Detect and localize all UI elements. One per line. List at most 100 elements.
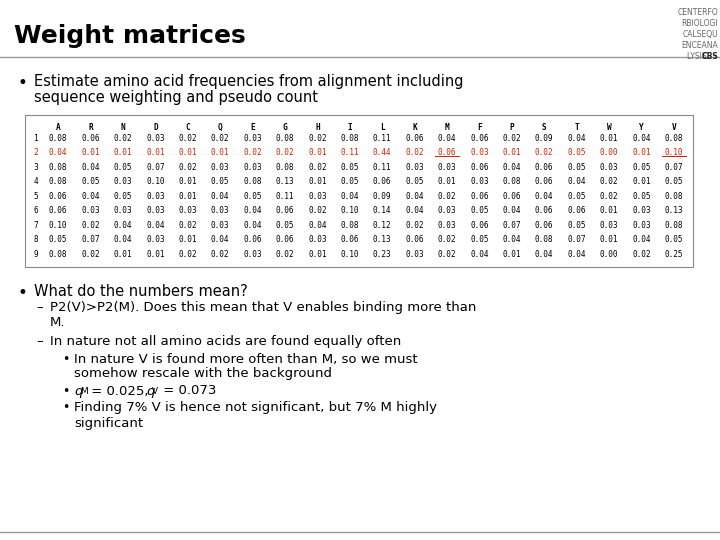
Text: 0.02: 0.02	[81, 221, 100, 230]
Text: 0.04: 0.04	[308, 221, 327, 230]
Text: 5: 5	[33, 192, 38, 201]
Text: 0.02: 0.02	[600, 177, 618, 186]
Text: 0.02: 0.02	[535, 148, 554, 157]
Text: 0.10: 0.10	[341, 206, 359, 215]
Text: 0.05: 0.05	[665, 235, 683, 244]
Text: 0.08: 0.08	[276, 163, 294, 172]
Text: 0.03: 0.03	[146, 192, 165, 201]
Text: 0.04: 0.04	[470, 249, 489, 259]
Text: significant: significant	[74, 416, 143, 429]
Text: 8: 8	[33, 235, 38, 244]
Text: 0.03: 0.03	[632, 206, 651, 215]
Text: 0.07: 0.07	[81, 235, 100, 244]
Text: 0.06: 0.06	[243, 235, 262, 244]
Text: 0.01: 0.01	[503, 249, 521, 259]
Text: 0.01: 0.01	[632, 148, 651, 157]
Text: H: H	[315, 123, 320, 132]
Text: 0.03: 0.03	[600, 221, 618, 230]
Text: 0.01: 0.01	[632, 177, 651, 186]
Text: 0.02: 0.02	[81, 249, 100, 259]
Text: 0.03: 0.03	[438, 206, 456, 215]
Text: •: •	[18, 285, 28, 302]
Text: 0.01: 0.01	[114, 249, 132, 259]
Text: 0.02: 0.02	[179, 249, 197, 259]
Text: 0.01: 0.01	[179, 192, 197, 201]
Text: sequence weighting and pseudo count: sequence weighting and pseudo count	[34, 90, 318, 105]
Text: 0.04: 0.04	[503, 235, 521, 244]
Text: 0.06: 0.06	[535, 177, 554, 186]
Text: V: V	[672, 123, 676, 132]
Text: 0.04: 0.04	[438, 134, 456, 143]
Text: 0.01: 0.01	[600, 134, 618, 143]
Text: 0.03: 0.03	[146, 134, 165, 143]
Text: I: I	[348, 123, 352, 132]
Text: 0.06: 0.06	[276, 206, 294, 215]
Text: 0.02: 0.02	[276, 249, 294, 259]
Text: 0.02: 0.02	[632, 249, 651, 259]
Text: Y: Y	[639, 123, 644, 132]
Text: 0.04: 0.04	[49, 148, 68, 157]
Text: 0.03: 0.03	[308, 235, 327, 244]
Text: 0.08: 0.08	[665, 221, 683, 230]
Text: 6: 6	[33, 206, 38, 215]
Text: 0.03: 0.03	[632, 221, 651, 230]
Text: M: M	[80, 388, 88, 396]
Text: 0.04: 0.04	[567, 134, 586, 143]
Text: •: •	[62, 384, 69, 397]
Text: CBS: CBS	[701, 52, 718, 61]
Text: 0.03: 0.03	[146, 206, 165, 215]
Text: 0.04: 0.04	[243, 206, 262, 215]
Text: 0.04: 0.04	[146, 221, 165, 230]
Text: 0.08: 0.08	[276, 134, 294, 143]
Text: q: q	[146, 384, 154, 397]
Text: 0.08: 0.08	[503, 177, 521, 186]
Text: Estimate amino acid frequencies from alignment including: Estimate amino acid frequencies from ali…	[34, 74, 464, 89]
Text: 0.06: 0.06	[535, 206, 554, 215]
Text: 0.14: 0.14	[373, 206, 392, 215]
Text: 0.05: 0.05	[243, 192, 262, 201]
Text: 0.03: 0.03	[146, 235, 165, 244]
Text: 0.06: 0.06	[276, 235, 294, 244]
Text: 0.11: 0.11	[373, 134, 392, 143]
Text: 0.05: 0.05	[114, 163, 132, 172]
Text: 0.04: 0.04	[114, 235, 132, 244]
Text: CENTERFO: CENTERFO	[678, 8, 718, 17]
Text: R: R	[89, 123, 93, 132]
Text: 0.01: 0.01	[179, 235, 197, 244]
Text: somehow rescale with the background: somehow rescale with the background	[74, 368, 332, 381]
Text: 0.03: 0.03	[179, 206, 197, 215]
Text: 0.03: 0.03	[438, 221, 456, 230]
Text: 0.06: 0.06	[470, 192, 489, 201]
Text: 0.02: 0.02	[179, 134, 197, 143]
Text: 0.02: 0.02	[308, 134, 327, 143]
Text: 0.01: 0.01	[179, 148, 197, 157]
Text: –: –	[36, 335, 42, 348]
Text: 0.12: 0.12	[373, 221, 392, 230]
Text: 0.02: 0.02	[114, 134, 132, 143]
Text: 0.02: 0.02	[503, 134, 521, 143]
Text: LYSIS: LYSIS	[687, 52, 709, 61]
Text: 0.02: 0.02	[243, 148, 262, 157]
Text: 0.05: 0.05	[470, 235, 489, 244]
Text: 0.01: 0.01	[308, 177, 327, 186]
Text: 0.02: 0.02	[438, 249, 456, 259]
Text: 0.02: 0.02	[276, 148, 294, 157]
Text: 0.05: 0.05	[632, 163, 651, 172]
Text: 0.02: 0.02	[405, 221, 424, 230]
Text: 0.01: 0.01	[438, 177, 456, 186]
Text: 0.02: 0.02	[179, 163, 197, 172]
Text: 0.05: 0.05	[405, 177, 424, 186]
Text: 0.03: 0.03	[438, 163, 456, 172]
Text: 0.01: 0.01	[308, 148, 327, 157]
Text: P2(V)>P2(M). Does this mean that V enables binding more than: P2(V)>P2(M). Does this mean that V enabl…	[50, 301, 477, 314]
Text: 0.05: 0.05	[632, 192, 651, 201]
Text: 0.01: 0.01	[179, 177, 197, 186]
Text: Finding 7% V is hence not significant, but 7% M highly: Finding 7% V is hence not significant, b…	[74, 402, 437, 415]
Text: 0.06: 0.06	[470, 221, 489, 230]
Text: 0.23: 0.23	[373, 249, 392, 259]
Text: 0.06: 0.06	[438, 148, 456, 157]
Text: 0.10: 0.10	[49, 221, 68, 230]
Text: 0.08: 0.08	[49, 134, 68, 143]
Text: 0.05: 0.05	[114, 192, 132, 201]
Text: 0.04: 0.04	[535, 192, 554, 201]
